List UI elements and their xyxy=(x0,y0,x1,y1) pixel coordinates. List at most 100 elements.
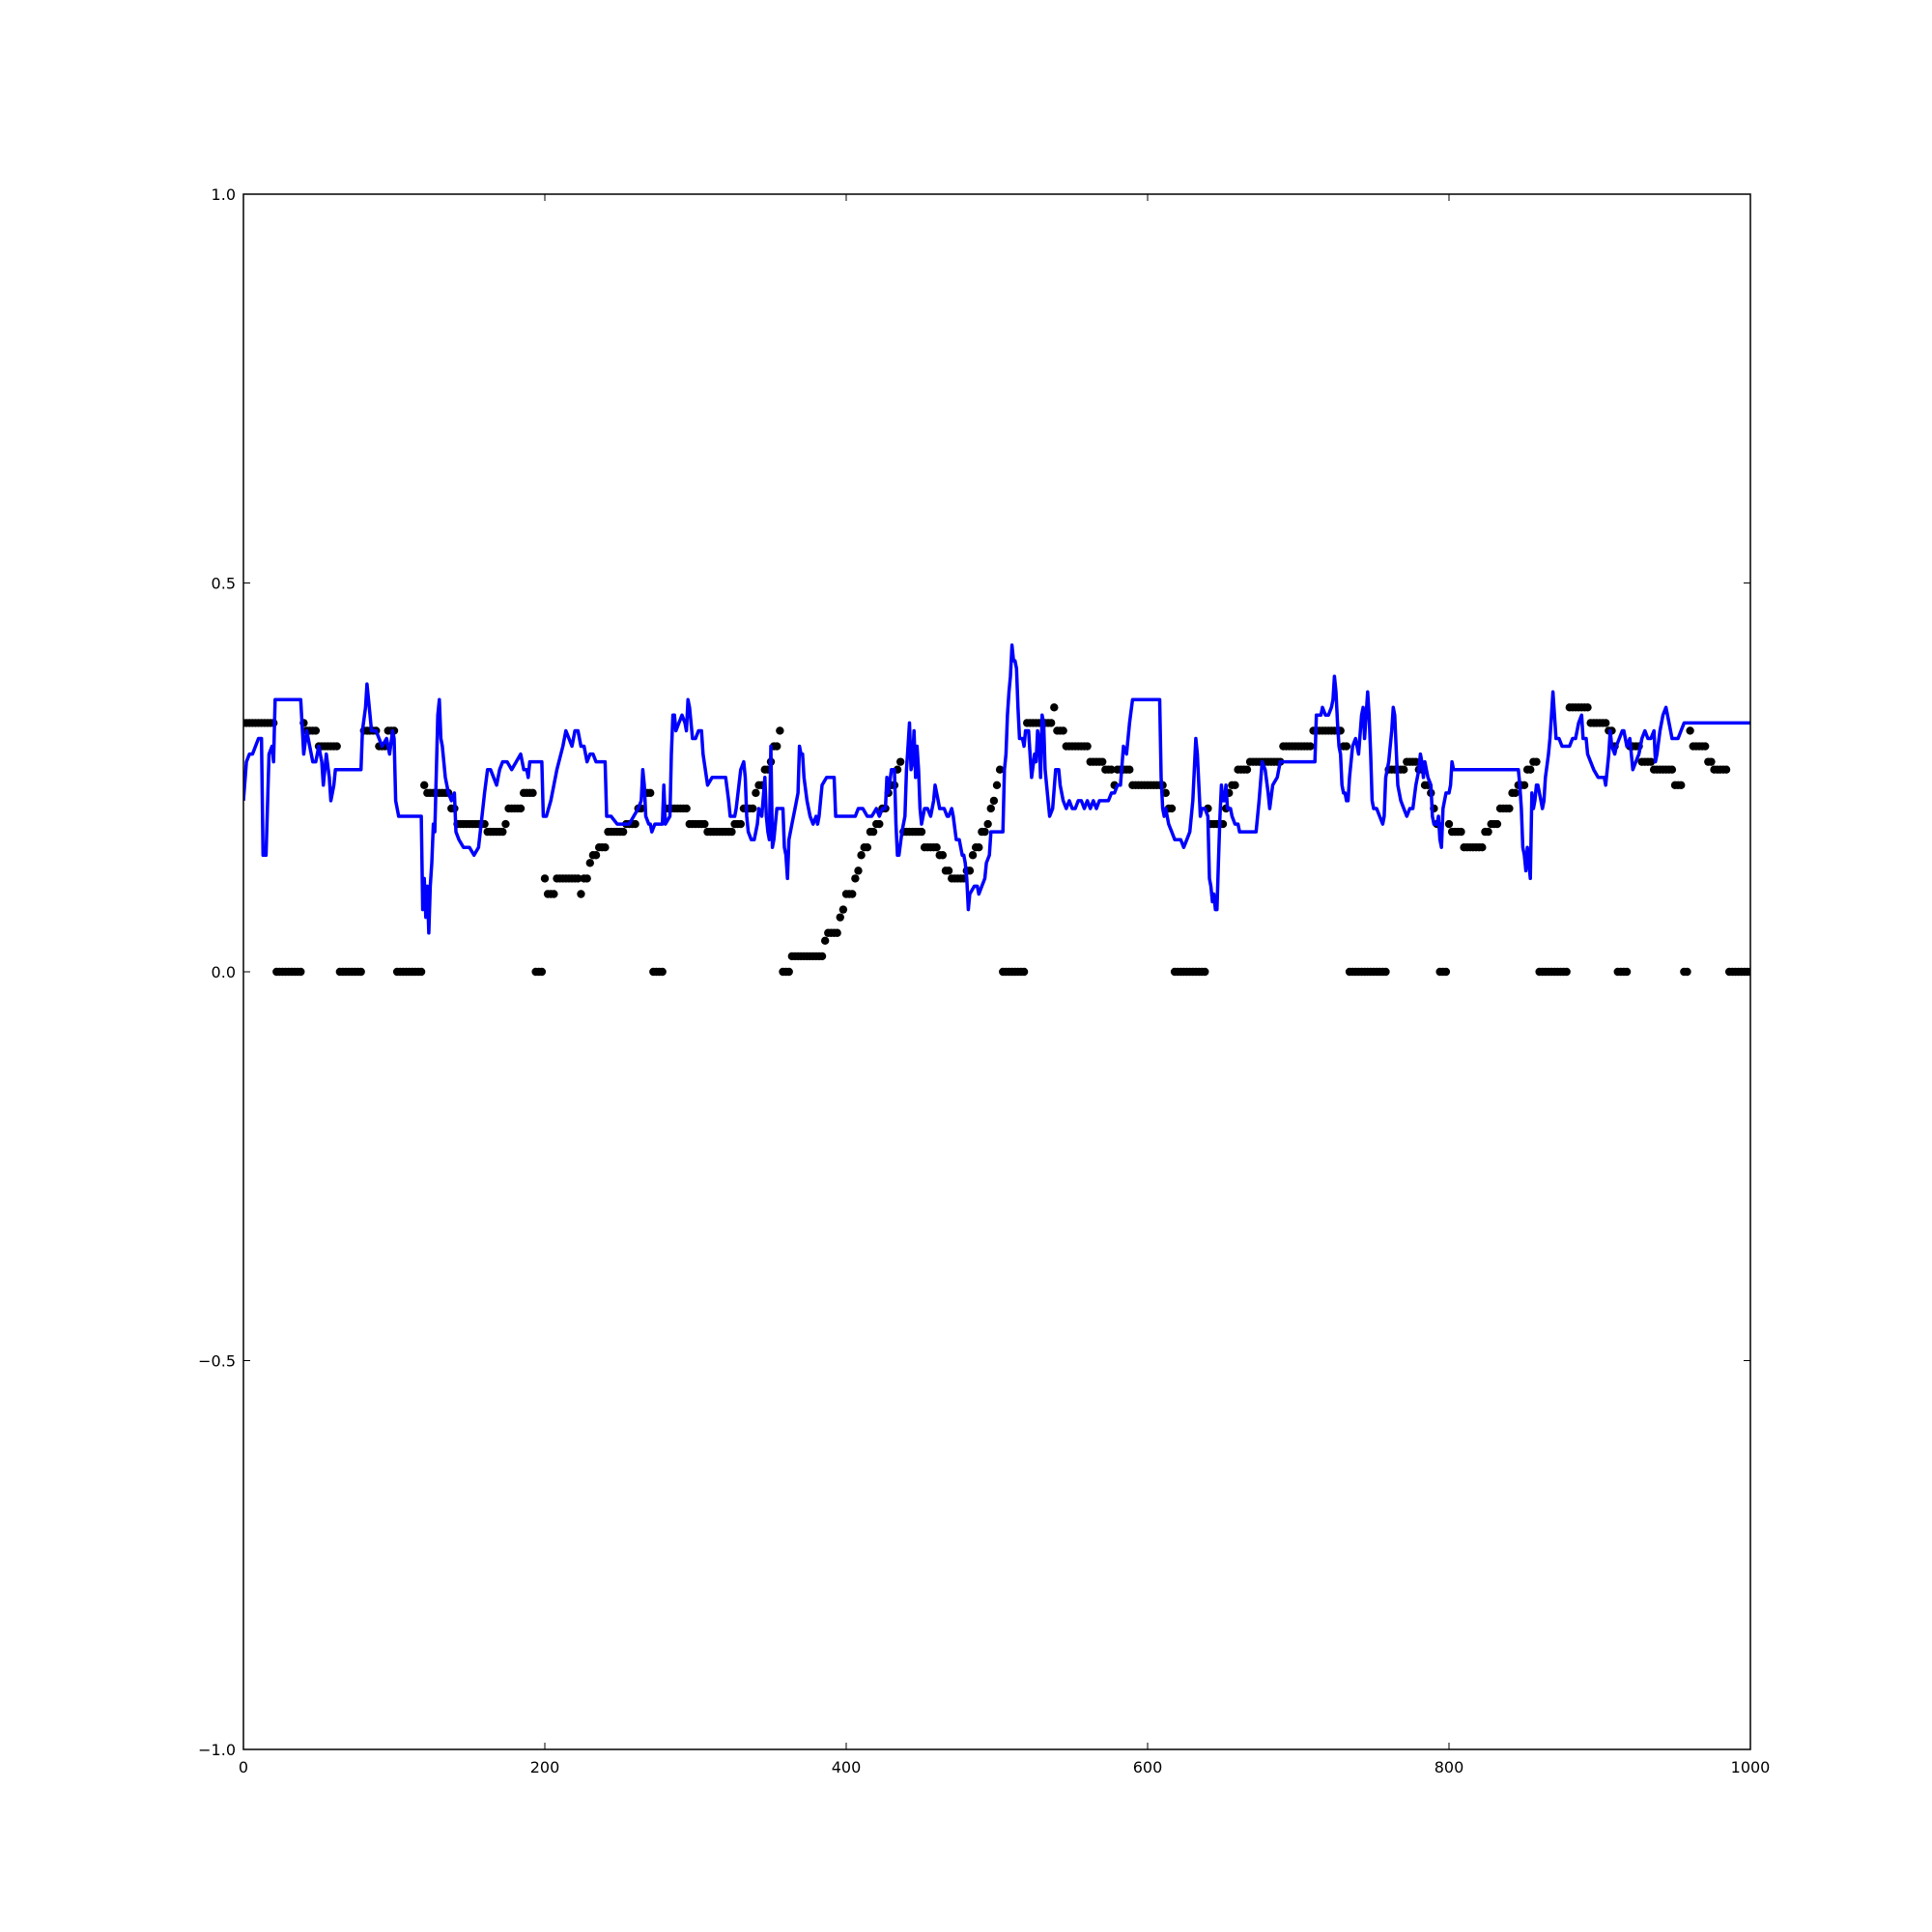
scatter-point xyxy=(932,843,941,852)
scatter-point xyxy=(989,796,999,806)
scatter-point xyxy=(537,967,547,977)
scatter-point xyxy=(1231,781,1239,789)
scatter-point xyxy=(356,967,365,977)
scatter-point xyxy=(1107,765,1116,774)
scatter-point xyxy=(995,765,1005,774)
scatter-point xyxy=(1400,765,1408,774)
scatter-point xyxy=(1381,967,1390,977)
scatter-point xyxy=(1622,967,1632,977)
scatter-point xyxy=(1059,726,1067,735)
scatter-point xyxy=(582,874,591,883)
y-tick-label: 0.5 xyxy=(212,575,236,593)
scatter-point xyxy=(516,804,526,813)
scatter-point xyxy=(749,804,757,813)
scatter-point xyxy=(980,827,989,837)
scatter-point xyxy=(776,726,784,735)
scatter-point xyxy=(975,843,983,852)
scatter-point xyxy=(1505,804,1514,813)
scatter-point xyxy=(1167,804,1177,813)
scatter-point xyxy=(550,890,558,898)
scatter-point xyxy=(1201,967,1209,977)
scatter-point xyxy=(1511,788,1520,798)
scatter-point xyxy=(773,742,781,751)
scatter-point xyxy=(1686,726,1694,735)
scatter-point xyxy=(736,819,745,829)
scatter-point xyxy=(968,851,978,860)
x-tick-label: 1000 xyxy=(1731,1758,1771,1776)
scatter-point xyxy=(1457,827,1465,837)
scatter-point xyxy=(1683,967,1691,977)
scatter-point xyxy=(1526,765,1535,774)
scatter-point xyxy=(838,905,848,914)
scatter-point xyxy=(917,827,926,837)
scatter-point xyxy=(618,827,628,837)
scatter-point xyxy=(863,843,872,852)
scatter-point xyxy=(1562,967,1571,977)
scatter-point xyxy=(820,936,830,945)
scatter-point xyxy=(311,726,321,735)
scatter-point xyxy=(727,827,736,837)
axis-ticks: 0 200 400 600 800 1000 1.0 0.5 0.0 −0.5 −1.0 xyxy=(198,185,1770,1776)
scatter-point xyxy=(1019,967,1029,977)
scatter-point xyxy=(1484,827,1492,837)
y-tick-label: −0.5 xyxy=(198,1352,236,1371)
scatter-point xyxy=(836,913,844,922)
scatter-point xyxy=(1520,781,1529,789)
scatter-point xyxy=(1441,967,1451,977)
y-tick-label: 0.0 xyxy=(212,963,236,981)
scatter-point xyxy=(1532,757,1541,766)
x-tick-label: 400 xyxy=(832,1758,862,1776)
scatter-point xyxy=(601,843,610,852)
scatter-point xyxy=(1306,742,1315,751)
scatter-point xyxy=(700,819,709,829)
y-tick-label: −1.0 xyxy=(198,1741,236,1759)
scatter-point xyxy=(1444,819,1454,829)
plot-area xyxy=(243,643,1750,977)
scatter-point xyxy=(646,788,655,798)
scatter-point xyxy=(817,952,827,961)
scatter-point xyxy=(1125,765,1134,774)
series-line xyxy=(243,643,1750,935)
y-tick-label: 1.0 xyxy=(212,185,236,204)
scatter-point xyxy=(1646,757,1656,766)
x-tick-label: 600 xyxy=(1133,1758,1163,1776)
scatter-point xyxy=(1492,819,1502,829)
scatter-point xyxy=(501,819,510,829)
scatter-point xyxy=(854,867,863,875)
scatter-point xyxy=(416,967,426,977)
scatter-point xyxy=(1677,781,1686,789)
scatter-point xyxy=(1701,742,1710,751)
scatter-point xyxy=(1242,765,1252,774)
scatter-point xyxy=(983,819,992,829)
scatter-point xyxy=(540,874,550,883)
scatter-point xyxy=(1478,843,1487,852)
scatter-point xyxy=(1342,742,1351,751)
scatter-point xyxy=(297,967,305,977)
scatter-point xyxy=(332,742,341,751)
scatter-point xyxy=(848,890,857,898)
scatter-point xyxy=(1050,703,1059,712)
x-tick-label: 0 xyxy=(239,1758,248,1776)
scatter-point xyxy=(682,804,691,813)
scatter-point xyxy=(498,827,507,837)
scatter-point xyxy=(577,890,585,898)
scatter-point xyxy=(938,851,948,860)
scatter-point xyxy=(1098,757,1107,766)
scatter-point xyxy=(992,781,1002,789)
scatter-point xyxy=(875,819,884,829)
scatter-point xyxy=(1707,757,1716,766)
scatter-point xyxy=(851,874,860,883)
scatter-point xyxy=(895,757,905,766)
scatter-point xyxy=(658,967,667,977)
scatter-point xyxy=(1667,765,1677,774)
x-tick-label: 800 xyxy=(1435,1758,1464,1776)
scatter-point xyxy=(833,928,841,937)
scatter-point xyxy=(784,967,793,977)
scatter-point xyxy=(1583,703,1592,712)
x-tick-label: 200 xyxy=(530,1758,560,1776)
axes-frame xyxy=(242,193,1751,1750)
scatter-point xyxy=(420,781,429,789)
scatter-point xyxy=(591,851,601,860)
